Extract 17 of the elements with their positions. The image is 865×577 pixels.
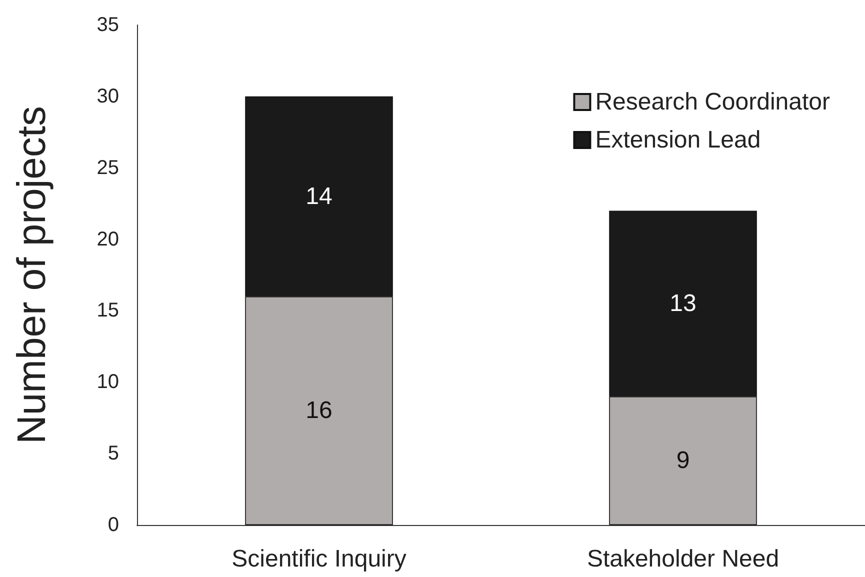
legend-label: Extension Lead [595,126,761,154]
x-tick-label: Stakeholder Need [586,546,780,572]
y-tick-label: 15 [96,300,119,322]
y-tick-label: 30 [96,85,119,108]
y-tick-label: 20 [96,228,119,250]
y-tick-label: 35 [96,14,119,36]
y-tick-label: 0 [108,514,119,536]
y-tick-label: 10 [96,371,119,394]
x-tick-label: Scientific Inquiry [232,546,406,572]
y-axis-title: Number of projects [10,106,54,444]
data-label: 13 [670,290,696,318]
legend-label: Research Coordinator [595,88,830,116]
data-label: 14 [306,182,332,210]
data-label: 16 [306,397,332,424]
data-label: 9 [676,447,690,474]
y-tick-label: 5 [108,442,119,465]
y-tick-label: 25 [96,156,119,179]
